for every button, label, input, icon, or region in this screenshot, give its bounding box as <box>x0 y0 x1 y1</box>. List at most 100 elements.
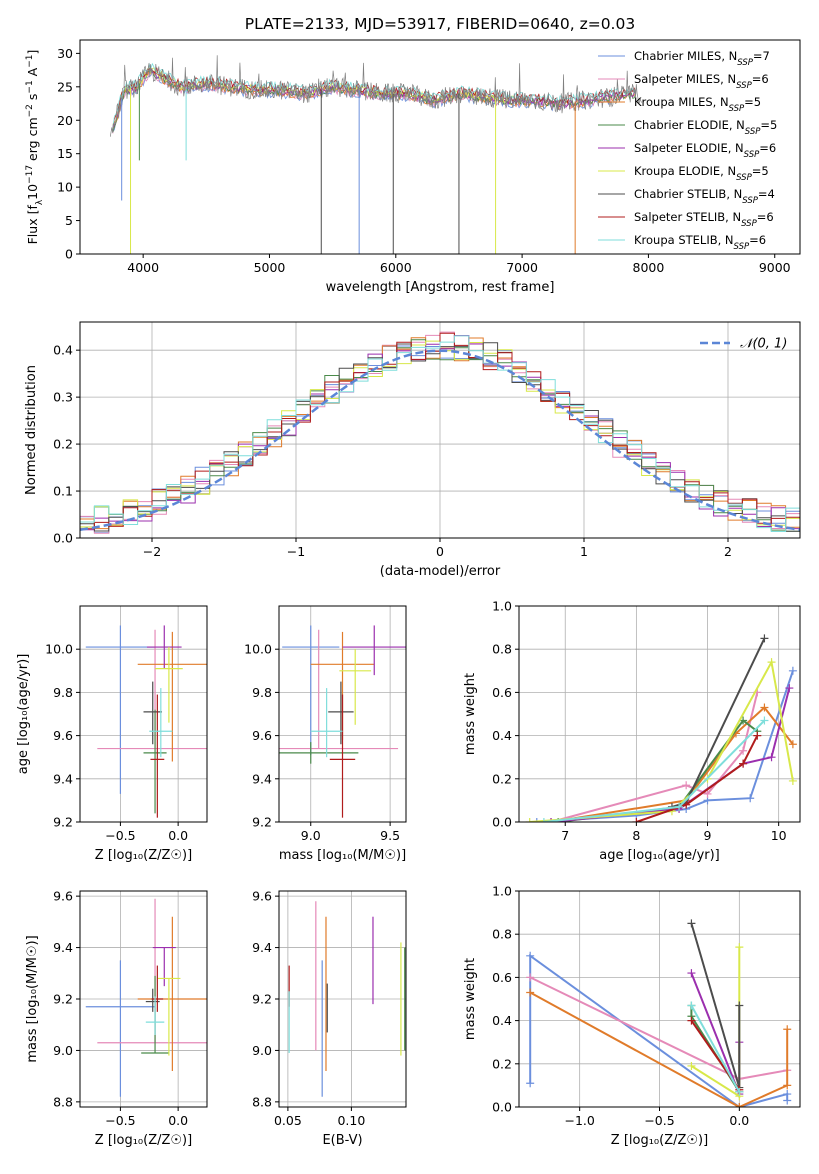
x-axis-label: mass [log₁₀(M/M☉)] <box>279 848 406 863</box>
legend-subscript: SSP <box>734 242 750 252</box>
y-axis-label: Normed distribution <box>24 365 39 495</box>
weight-series <box>667 634 769 811</box>
y-tick-label: 9.2 <box>53 992 73 1007</box>
y-axis-label: mass [log₁₀(M/M☉)] <box>25 935 40 1062</box>
y-tick-label: 15 <box>57 146 73 161</box>
weight-vs-Z-panel: −1.0 −0.5 0.0 0.0 0.2 0.4 0.6 0.8 1.0 Z [log₁₀(Z/… <box>463 884 801 1148</box>
error-bar-point <box>310 688 343 758</box>
legend-subscript: SSP <box>742 196 758 206</box>
legend-label: Chabrier ELODIE, NSSP=5 <box>634 118 777 137</box>
legend-nssp-value: =7 <box>753 49 770 63</box>
legend-nssp-value: =6 <box>749 233 766 247</box>
axes-frame <box>278 605 407 823</box>
y-axis-label-part: −2 <box>25 104 35 117</box>
x-tick-label: −0.5 <box>105 1113 135 1128</box>
weight-marker <box>739 759 748 768</box>
error-bar-point <box>329 694 356 818</box>
y-tick-label: 0.0 <box>53 531 73 546</box>
y-tick-label: 9.2 <box>252 815 272 830</box>
y-tick-label: 1.0 <box>492 884 512 899</box>
y-tick-label: 9.6 <box>252 728 272 743</box>
weight-series <box>525 658 797 822</box>
weight-series <box>547 684 794 822</box>
legend-nssp-value: =6 <box>757 210 774 224</box>
error-bar-point <box>279 629 399 750</box>
weight-series <box>687 1001 744 1096</box>
weight-line <box>529 953 789 1107</box>
y-axis-label: Flux [fλ10−17 erg cm−2 s−1 A−1] <box>25 50 45 245</box>
weight-line <box>690 1005 741 1093</box>
legend-label: Kroupa ELODIE, NSSP=5 <box>634 164 769 183</box>
spectrum-panel: 4000 5000 6000 7000 8000 9000 0 5 10 15 20 25 30 wave… <box>25 39 801 295</box>
x-tick-label: 0.0 <box>168 828 188 843</box>
spectrum-plot-area <box>109 55 642 254</box>
legend-nssp-value: =4 <box>758 187 775 201</box>
x-tick-label: −0.5 <box>105 828 135 843</box>
error-bar-point <box>157 977 181 1056</box>
y-tick-label: 0.3 <box>53 390 73 405</box>
weight-line <box>690 923 741 1088</box>
y-tick-label: 25 <box>57 79 73 94</box>
weight-series <box>532 666 797 822</box>
error-bar-point <box>143 681 162 745</box>
legend-nssp-value: =5 <box>744 95 761 109</box>
error-bar-point <box>279 742 359 764</box>
weight-line <box>690 972 741 1095</box>
error-bar-point <box>152 946 176 987</box>
weight-marker <box>739 746 748 755</box>
x-tick-label: 0 <box>436 544 444 559</box>
x-tick-label: 7 <box>561 828 569 843</box>
age-vs-Z-plot-area <box>85 625 207 818</box>
x-tick-label: 10 <box>771 828 787 843</box>
y-axis-label-part: −1 <box>25 55 35 68</box>
axes-frame <box>79 39 801 255</box>
weight-marker <box>785 684 794 693</box>
weight-marker <box>783 1025 792 1034</box>
weight-marker <box>735 943 744 952</box>
normal-curve <box>80 349 800 532</box>
error-bar-point <box>137 916 207 1071</box>
error-bar-point <box>151 965 164 1012</box>
x-tick-label: −2 <box>143 544 161 559</box>
y-tick-label: 9.0 <box>53 1043 73 1058</box>
weight-marker <box>735 1001 744 1010</box>
weight-vs-Z-plot-area <box>526 919 792 1107</box>
weight-marker <box>760 634 769 643</box>
x-axis-label: age [log₁₀(age/yr)] <box>599 848 720 863</box>
y-tick-label: 9.0 <box>252 1043 272 1058</box>
weight-marker <box>735 1087 744 1096</box>
legend-series-name: Kroupa MILES, N <box>634 95 729 109</box>
weight-marker <box>783 1096 792 1105</box>
y-tick-label: 0.6 <box>492 685 512 700</box>
legend-label: 𝒩(0, 1) <box>740 337 787 352</box>
y-tick-label: 9.4 <box>53 771 73 786</box>
legend-series-name: Salpeter STELIB, N <box>634 210 741 224</box>
x-axis-label: E(B-V) <box>322 1133 362 1148</box>
error-bar-point <box>146 625 182 669</box>
legend-label: Kroupa STELIB, NSSP=6 <box>634 233 766 252</box>
error-bar-point <box>85 960 156 1097</box>
x-axis-label: Z [log₁₀(Z/Z☉)] <box>611 1133 708 1148</box>
error-bar-point <box>342 625 406 676</box>
y-axis-label: mass weight <box>463 673 478 755</box>
weight-series <box>526 951 792 1107</box>
y-tick-label: 0.2 <box>53 437 73 452</box>
legend-label: Salpeter MILES, NSSP=6 <box>634 72 769 91</box>
weight-line <box>529 991 789 1107</box>
x-tick-label: 5000 <box>254 260 286 275</box>
weight-marker <box>687 1016 696 1025</box>
weight-marker <box>547 818 556 822</box>
y-tick-label: 8.8 <box>53 1094 73 1109</box>
error-bar-point <box>145 996 165 1035</box>
weight-series <box>539 716 769 822</box>
y-tick-label: 0.8 <box>492 642 512 657</box>
weight-series <box>687 969 744 1099</box>
mass-vs-EBV-plot-area <box>288 901 406 1097</box>
age-vs-Z-panel: −0.5 0.0 9.2 9.4 9.6 9.8 10.0 Z [log₁₀(Z/Z☉)] ag… <box>16 605 208 863</box>
weight-series <box>526 988 792 1107</box>
legend-nssp-value: =5 <box>752 164 769 178</box>
weight-line <box>550 692 759 822</box>
error-bar-point <box>143 709 167 814</box>
legend-subscript: SSP <box>741 219 757 229</box>
